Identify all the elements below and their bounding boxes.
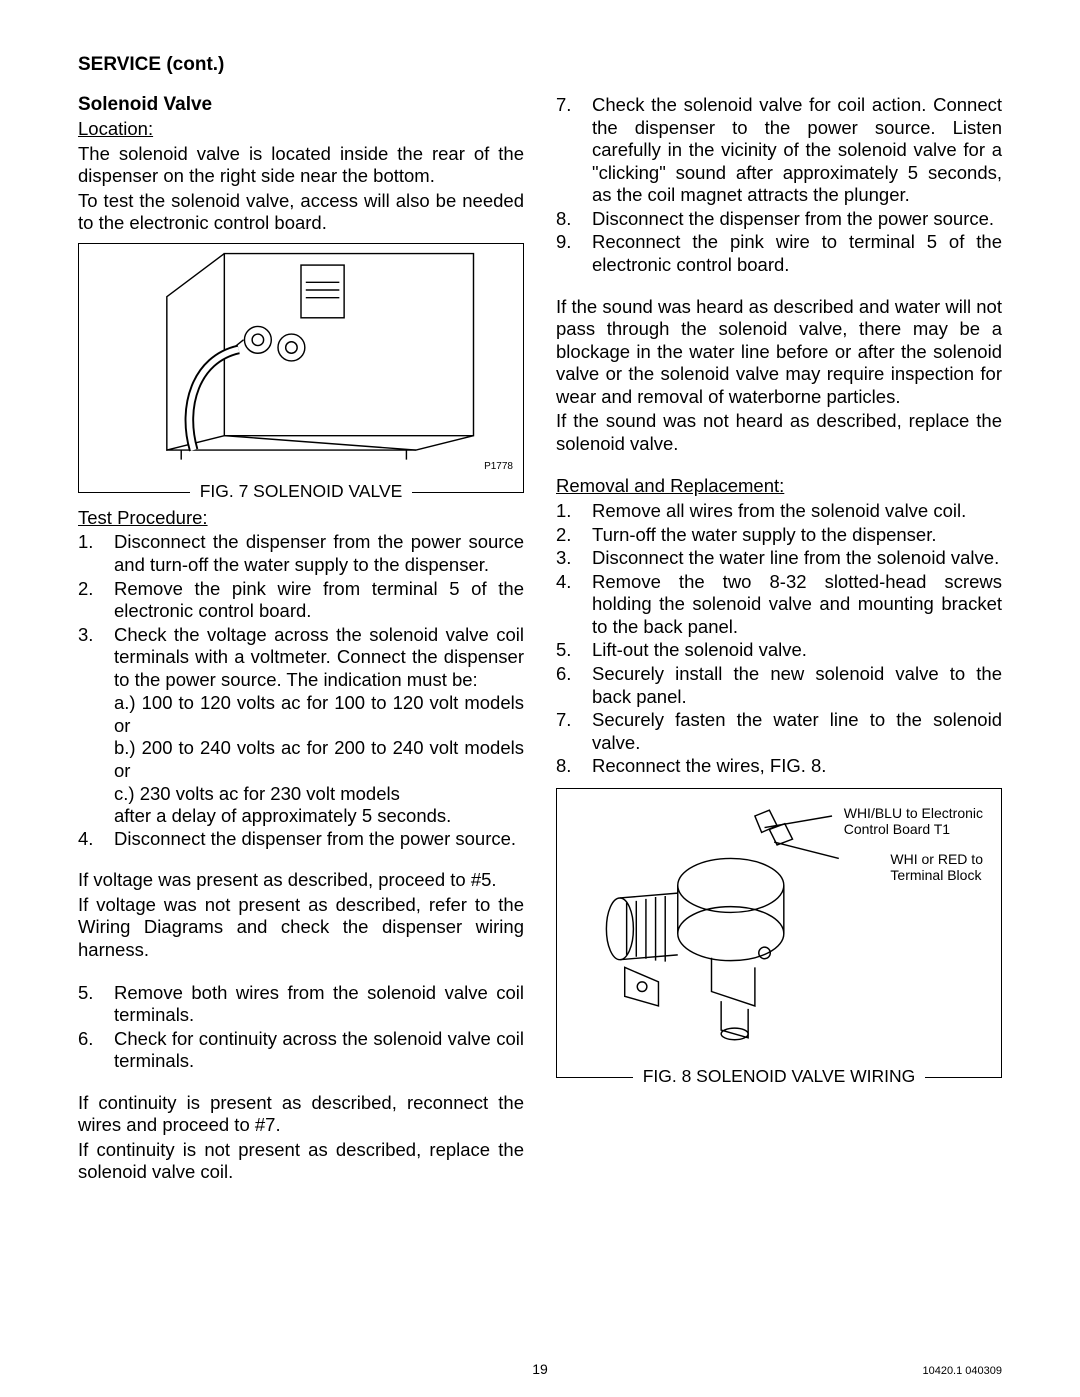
test-procedure-list-1: Disconnect the dispenser from the power …	[78, 531, 524, 691]
list-item: Disconnect the dispenser from the power …	[556, 208, 1002, 231]
fig8-note-2: WHI or RED to Terminal Block	[890, 851, 983, 883]
location-label: Location:	[78, 118, 524, 141]
fig8-note-2-l1: WHI or RED to	[890, 851, 983, 867]
removal-replacement-list: Remove all wires from the solenoid valve…	[556, 500, 1002, 778]
document-id: 10420.1 040309	[922, 1365, 1002, 1377]
page-number: 19	[532, 1361, 548, 1377]
test-procedure-list-789: Check the solenoid valve for coil action…	[556, 94, 1002, 277]
test-procedure-label: Test Procedure:	[78, 507, 524, 530]
list-item: Check the solenoid valve for coil action…	[556, 94, 1002, 207]
list-item: Check for continuity across the solenoid…	[78, 1028, 524, 1073]
fig8-note-1-l1: WHI/BLU to Electronic	[844, 805, 983, 821]
test-3-sub-c: c.) 230 volts ac for 230 volt models	[78, 783, 524, 806]
list-item: Disconnect the water line from the solen…	[556, 547, 1002, 570]
list-item: Reconnect the pink wire to terminal 5 of…	[556, 231, 1002, 276]
test-3-sub-delay: after a delay of approximately 5 seconds…	[78, 805, 524, 828]
test-3-sub-a: a.) 100 to 120 volts ac for 100 to 120 v…	[78, 692, 524, 737]
test-procedure-list-56: Remove both wires from the solenoid valv…	[78, 982, 524, 1073]
location-text-1: The solenoid valve is located inside the…	[78, 143, 524, 188]
continuity-absent-text: If continuity is not present as describe…	[78, 1139, 524, 1184]
list-item: Disconnect the dispenser from the power …	[78, 828, 524, 851]
list-item: Check the voltage across the solenoid va…	[78, 624, 524, 692]
right-column: Check the solenoid valve for coil action…	[556, 94, 1002, 1186]
list-item: Disconnect the dispenser from the power …	[78, 531, 524, 576]
test-procedure-list-4: Disconnect the dispenser from the power …	[78, 828, 524, 851]
list-item: Lift-out the solenoid valve.	[556, 639, 1002, 662]
continuity-present-text: If continuity is present as described, r…	[78, 1092, 524, 1137]
test-3-sub-b: b.) 200 to 240 volts ac for 200 to 240 v…	[78, 737, 524, 782]
list-item: Securely install the new solenoid valve …	[556, 663, 1002, 708]
sound-notheard-text: If the sound was not heard as described,…	[556, 410, 1002, 455]
list-item: Turn-off the water supply to the dispens…	[556, 524, 1002, 547]
list-item: Reconnect the wires, FIG. 8.	[556, 755, 1002, 778]
removal-replacement-label: Removal and Replacement:	[556, 475, 1002, 498]
left-column: Solenoid Valve Location: The solenoid va…	[78, 94, 524, 1186]
list-item: Securely fasten the water line to the so…	[556, 709, 1002, 754]
two-column-layout: Solenoid Valve Location: The solenoid va…	[78, 94, 1002, 1186]
figure-7: P1778 FIG. 7 SOLENOID VALVE	[78, 243, 524, 493]
figure-8-caption: FIG. 8 SOLENOID VALVE WIRING	[633, 1066, 926, 1087]
voltage-absent-text: If voltage was not present as described,…	[78, 894, 524, 962]
figure-7-tag: P1778	[484, 461, 513, 472]
sound-heard-text: If the sound was heard as described and …	[556, 296, 1002, 409]
solenoid-valve-diagram-icon	[79, 244, 523, 474]
section-title: Solenoid Valve	[78, 94, 524, 116]
list-item: Remove all wires from the solenoid valve…	[556, 500, 1002, 523]
fig8-note-2-l2: Terminal Block	[890, 867, 983, 883]
page-header: SERVICE (cont.)	[78, 54, 1002, 76]
voltage-present-text: If voltage was present as described, pro…	[78, 869, 524, 892]
list-item: Remove the pink wire from terminal 5 of …	[78, 578, 524, 623]
fig8-note-1: WHI/BLU to Electronic Control Board T1	[844, 805, 983, 837]
figure-7-caption-row: FIG. 7 SOLENOID VALVE	[79, 472, 523, 493]
list-item: Remove both wires from the solenoid valv…	[78, 982, 524, 1027]
figure-8: WHI/BLU to Electronic Control Board T1 W…	[556, 788, 1002, 1078]
fig8-note-1-l2: Control Board T1	[844, 821, 983, 837]
location-text-2: To test the solenoid valve, access will …	[78, 190, 524, 235]
figure-8-caption-row: FIG. 8 SOLENOID VALVE WIRING	[557, 1057, 1001, 1078]
list-item: Remove the two 8-32 slotted-head screws …	[556, 571, 1002, 639]
figure-7-caption: FIG. 7 SOLENOID VALVE	[190, 481, 413, 502]
